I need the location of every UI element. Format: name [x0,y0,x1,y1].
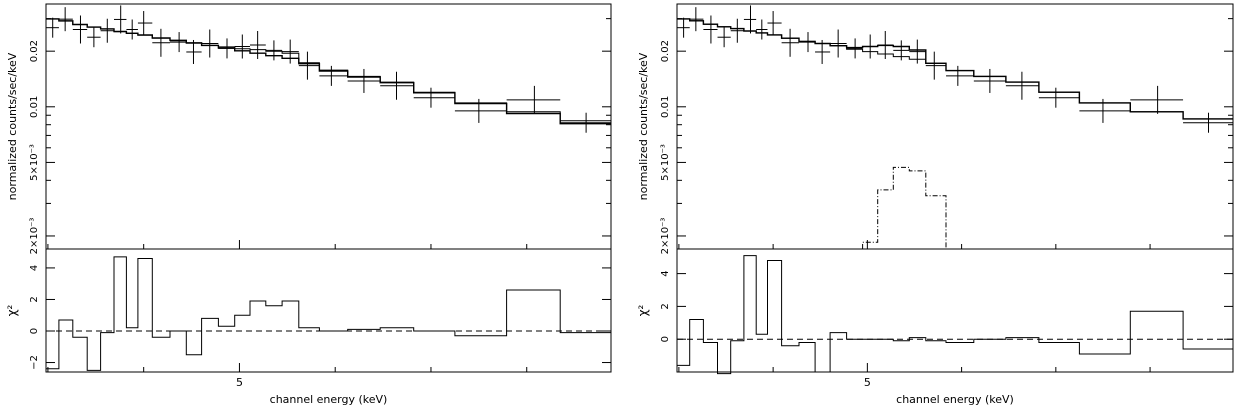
data-point [170,32,187,53]
data-point [506,85,561,114]
data-point [100,18,114,43]
data-point [1183,112,1233,133]
chi-tick-label: 4 [29,265,40,271]
data-point [413,87,455,108]
x-tick-label: 5 [236,376,243,389]
data-point [689,7,704,32]
data-point [830,29,847,58]
chi-axis-label: χ² [5,304,19,316]
line-component [862,166,947,249]
model-step-line-2 [46,18,611,122]
y-axis-label: normalized counts/sec/keV [637,52,650,200]
data-point [1005,71,1039,100]
data-point [925,51,947,80]
data-point [380,71,414,100]
data-point [815,39,831,64]
data-point [1130,85,1184,114]
data-point [862,34,878,59]
data-point [743,5,757,34]
chi-tick-label: 0 [660,336,671,342]
y-tick-label: 2×10⁻³ [660,218,671,255]
data-point [58,7,73,32]
data-point [46,17,59,38]
data-point [799,32,816,53]
y-tick-label: 2×10⁻³ [29,218,40,255]
data-point [87,27,101,48]
data-point [347,68,381,93]
data-point [560,112,611,133]
chi-tick-label: −2 [29,355,40,370]
data-point [756,19,768,40]
data-point [730,18,744,43]
data-point [1038,87,1080,108]
data-point [767,11,782,36]
data-point [265,40,283,61]
data-point [909,39,926,64]
chi-residual-steps [46,256,611,371]
chi-residual-steps [677,255,1233,375]
data-point [282,39,299,64]
data-point [893,40,910,61]
data-point [218,38,235,59]
chi-tick-label: 2 [660,303,671,309]
model-step-line-1 [677,18,1233,120]
data-point [137,11,153,36]
model-step-line-1 [46,18,611,125]
top-frame [45,3,612,250]
data-point [454,98,507,123]
y-tick-label: 0.01 [29,96,40,118]
top-frame [676,3,1234,250]
y-tick-label: 0.01 [660,96,671,118]
data-point [319,65,348,86]
data-point [946,65,974,86]
data-point [703,15,718,44]
residual-frame [45,248,612,373]
model-step-line-2 [677,18,1233,120]
residual-frame [676,248,1234,373]
y-tick-label: 5×10⁻³ [660,144,671,181]
chi-tick-label: 4 [660,270,671,276]
chi-tick-label: 2 [29,296,40,302]
x-axis-label: channel energy (keV) [270,393,388,406]
data-point [846,38,863,59]
y-axis-label: normalized counts/sec/keV [6,52,19,200]
data-point [249,30,266,59]
chi-tick-label: 0 [29,328,40,334]
right-spectrum-panel: 5 channel energy (keV) 0.02 0.01 5×10⁻³ 2×10⁻… [636,3,1234,406]
y-tick-label: 5×10⁻³ [29,144,40,181]
y-tick-label: 0.02 [660,40,671,62]
data-point [72,15,88,44]
data-point [152,28,171,57]
data-point [113,5,127,34]
data-point [717,27,731,48]
data-point [234,34,250,59]
x-axis-label: channel energy (keV) [896,393,1014,406]
data-point [877,30,894,59]
data-point [677,17,690,38]
y-tick-label: 0.02 [29,40,40,62]
x-tick-label: 5 [864,376,871,389]
data-point [186,39,202,64]
data-point [201,29,219,58]
left-spectrum-panel: 5 channel energy (keV) 0.02 0.01 5×10⁻³ 2×10⁻… [5,3,612,406]
chi-axis-label: χ² [636,304,650,316]
data-point [973,68,1006,93]
data-point [298,51,320,80]
data-point [781,28,800,57]
data-point [1079,98,1131,123]
data-point [126,19,138,40]
